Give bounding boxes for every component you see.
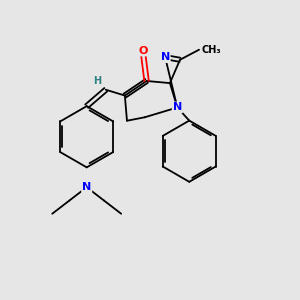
Text: CH₃: CH₃: [201, 45, 221, 55]
Text: N: N: [82, 182, 91, 192]
Text: H: H: [94, 76, 102, 86]
Text: O: O: [139, 46, 148, 56]
Text: N: N: [160, 52, 170, 62]
Text: N: N: [173, 103, 182, 112]
